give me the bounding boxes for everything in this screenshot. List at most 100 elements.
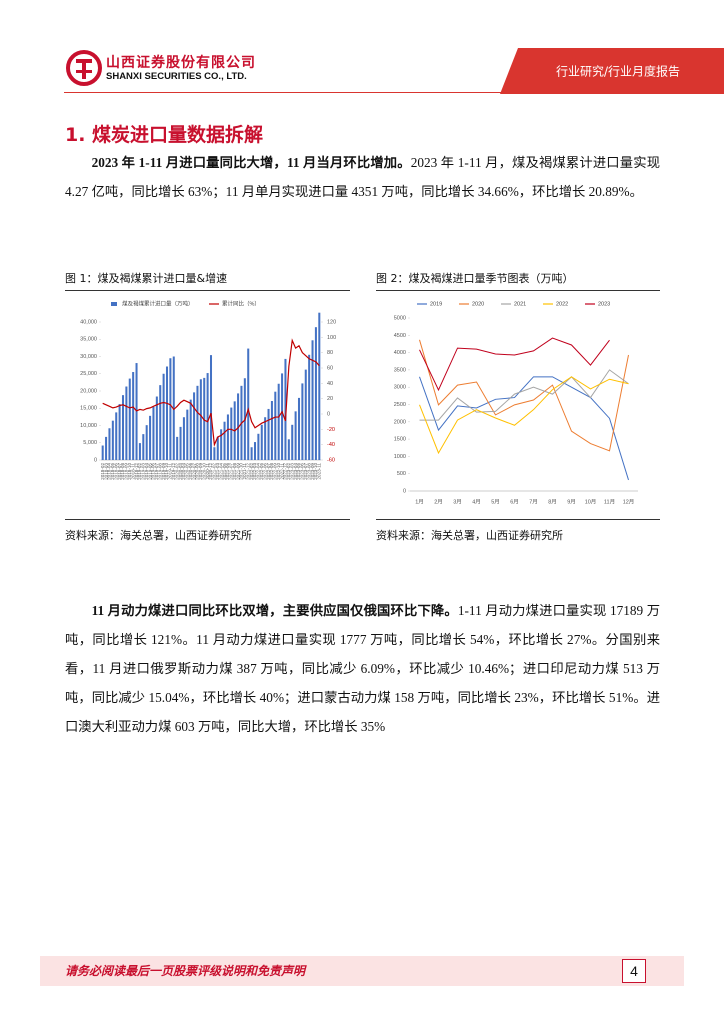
y-tick-label: 3000 [394,385,406,391]
x-tick-label: 2020-10 [201,463,206,480]
figure-rule [65,519,350,520]
y-tick-label: 15,000 [80,406,97,412]
x-tick-label: 2018-08 [120,463,125,480]
legend-swatch [111,302,117,306]
bar [128,378,131,460]
bar [186,409,189,460]
x-tick-label: 2018-05 [110,463,115,480]
y2-tick-label: 60 [327,365,333,371]
paragraph: 2023 年 1-11 月进口量同比大增，11 月当月环比增加。2023 年 1… [65,148,660,206]
bar [182,417,185,460]
x-tick-label: 2018-04 [107,463,112,480]
bar [193,392,196,460]
x-tick-label: 2018-10 [127,463,132,480]
x-tick-label: 2020-11 [205,463,210,480]
bar [169,358,172,460]
bar [199,379,202,460]
x-tick-label: 2020-07 [191,463,196,480]
x-tick-label: 2023-06 [300,463,305,480]
x-tick-label: 4月 [472,498,481,505]
x-tick-label: 2019-12 [171,463,176,480]
x-tick-label: 2020-04 [181,463,186,480]
bar [209,355,213,460]
x-tick-label: 2019-03 [141,463,146,480]
x-tick-label: 3月 [453,498,462,505]
bar [253,442,257,460]
bar [294,411,297,460]
chart: 0 5,000 10,000 15,000 20,000 25,000 30,000 35,0… [80,299,336,480]
x-tick-label: 2022-03 [252,463,257,480]
bar [105,436,108,460]
bar [118,404,121,460]
paragraph-lead: 11 月动力煤进口同比环比双增，主要供应国仅俄国环比下降。 [91,603,458,618]
x-tick-label: 2018-02 [100,463,105,480]
x-tick-label: 2023-09 [310,463,315,480]
y-tick-label: 4500 [394,333,406,339]
bar [291,424,294,460]
y-tick-label: 4000 [394,350,406,356]
x-tick-label: 2021-12 [245,463,250,480]
bar [149,415,152,460]
x-tick-label: 2022-07 [266,463,271,480]
bar [247,348,250,460]
x-tick-label: 9月 [567,498,576,505]
x-tick-label: 2020-12 [208,463,213,480]
bar [108,428,111,460]
bar [176,436,179,460]
x-tick-label: 2020-05 [185,463,190,480]
x-tick-label: 6月 [510,498,519,505]
x-tick-label: 2021-11 [242,463,247,480]
bar [125,386,128,460]
y-tick-label: 1500 [394,437,406,443]
x-tick-label: 2022-09 [273,463,278,480]
bar [132,372,135,460]
y-tick-label: 5,000 [83,440,97,446]
figure-rule [376,519,660,520]
x-tick-label: 2018-07 [117,463,122,480]
figure-title: 图 1：煤及褐煤累计进口量&增速 [65,272,228,285]
bar [121,395,125,460]
x-tick-label: 2018-09 [124,463,129,480]
y-tick-label: 10,000 [80,423,97,429]
x-tick-label: 2022-10 [276,463,281,480]
x-tick-label: 2018-12 [134,463,139,480]
y-tick-label: 2500 [394,402,406,408]
x-tick-label: 2021-02 [212,463,217,480]
bar [145,425,148,460]
bar [274,391,277,460]
bar [267,408,270,460]
x-tick-label: 2023-08 [306,463,311,480]
legend-label: 2019 [430,301,442,307]
bar [260,424,263,460]
bar [213,447,216,460]
x-tick-label: 2021-08 [232,463,237,480]
y2-tick-label: -60 [327,457,335,463]
bar [189,399,192,460]
section-title: 1. 煤炭进口量数据拆解 [65,124,264,146]
x-tick-label: 2021-07 [229,463,234,480]
bar [111,420,114,460]
legend-label: 累计同比（%） [222,299,260,307]
bar [270,401,273,460]
page-number: 4 [622,959,646,983]
y-tick-label: 1000 [394,454,406,460]
y-tick-label: 40,000 [80,319,97,325]
y2-tick-label: 120 [327,319,336,325]
footer-band [40,956,684,986]
x-tick-label: 2022-12 [283,463,288,480]
x-tick-label: 2021-03 [215,463,220,480]
report-banner: 行业研究/行业月度报告 [500,48,724,94]
company-name-cn: 山西证券股份有限公司 [106,55,256,71]
x-tick-label: 8月 [548,498,557,505]
x-tick-label: 2023-07 [303,463,308,480]
line [419,339,629,452]
y-tick-label: 30,000 [80,354,97,360]
legend-label: 2020 [472,301,484,307]
x-tick-label: 2019-08 [157,463,162,480]
x-tick-label: 2020-08 [195,463,200,480]
x-tick-label: 11月 [604,498,615,505]
figure-source: 资料来源：海关总署，山西证券研究所 [376,529,563,542]
bar [206,373,209,460]
y-tick-label: 0 [403,488,406,494]
